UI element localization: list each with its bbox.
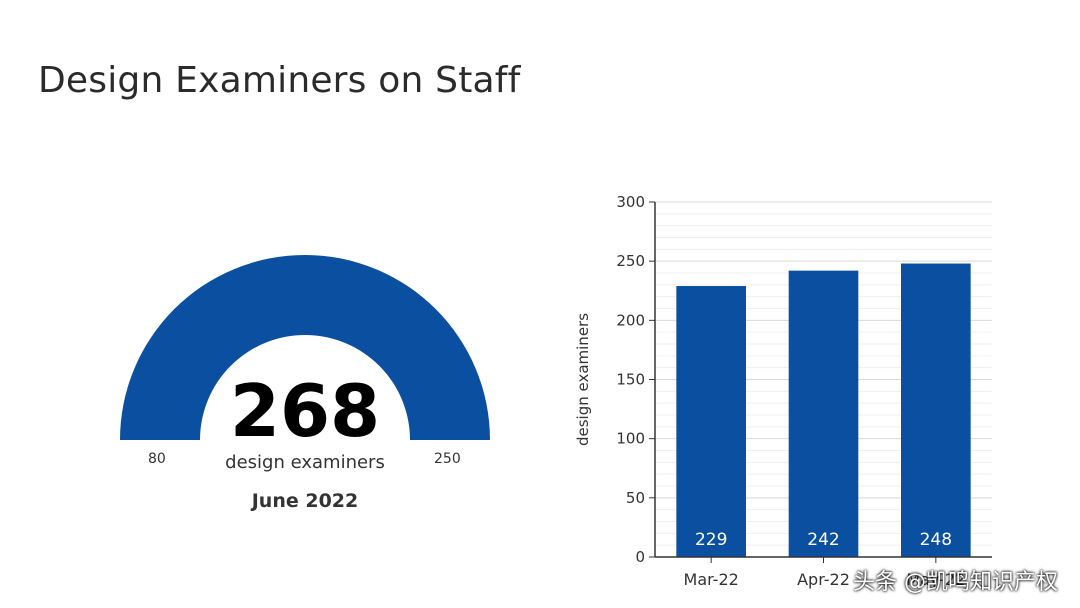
- bar: [676, 286, 746, 557]
- gauge-widget: 268 design examiners 80 250 June 2022: [110, 245, 500, 525]
- gauge-max-label: 250: [434, 451, 461, 467]
- axes: 0 50 100 150 200 250 300 Mar-22 Apr-22 May-22: [616, 193, 992, 589]
- gauge-unit-label: design examiners: [225, 452, 385, 473]
- y-tick-label: 300: [616, 193, 645, 211]
- x-tick-label: May-22: [906, 570, 965, 589]
- bar-data-label: 229: [695, 530, 727, 550]
- y-tick-label: 150: [616, 371, 645, 389]
- bar: [788, 270, 859, 557]
- x-tick-label: Apr-22: [797, 570, 850, 589]
- bar: [901, 263, 971, 557]
- bar-data-label: 242: [807, 530, 839, 550]
- gauge-arc: [120, 255, 490, 440]
- gauge-value: 268: [229, 369, 381, 453]
- footer-caption: 头条 @凯鸣知识产权: [853, 570, 1058, 595]
- bars: 229 242 248: [676, 263, 971, 557]
- page-title: Design Examiners on Staff: [38, 60, 521, 101]
- x-tick-label: Mar-22: [684, 570, 739, 589]
- y-axis-title: design examiners: [574, 313, 592, 446]
- gauge-period-label: June 2022: [251, 490, 359, 512]
- y-tick-label: 250: [616, 252, 645, 270]
- gauge-min-label: 80: [148, 451, 166, 467]
- y-tick-label: 50: [626, 489, 645, 507]
- y-tick-label: 200: [616, 311, 645, 329]
- gauge-arc-fill: [120, 255, 490, 440]
- bar-chart: 229 242 248 0 50 100 150 200 250 300 Mar-22 Apr-22…: [574, 193, 992, 589]
- y-tick-label: 0: [635, 548, 645, 566]
- y-tick-label: 100: [616, 430, 645, 448]
- bar-data-label: 248: [920, 530, 952, 550]
